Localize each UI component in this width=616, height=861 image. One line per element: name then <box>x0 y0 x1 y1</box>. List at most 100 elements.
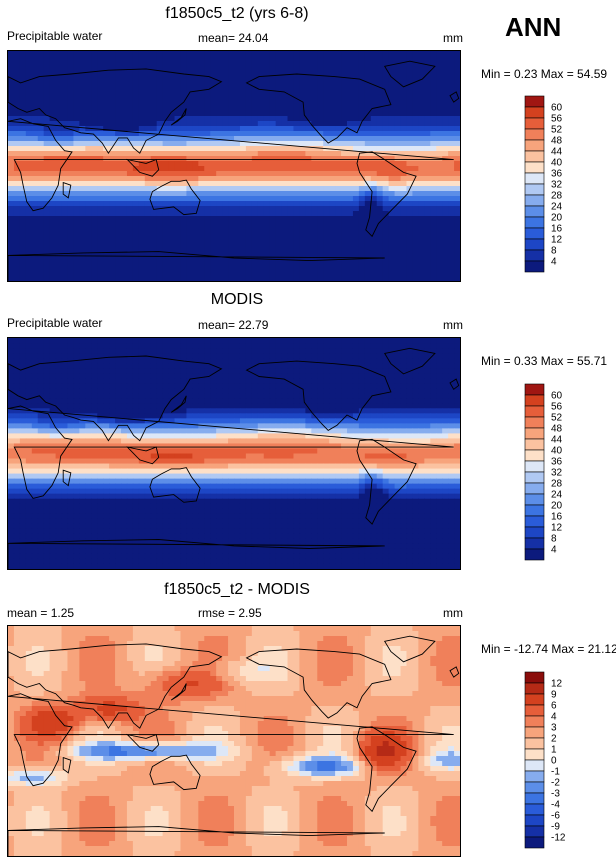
colorbar-tick-label: 2 <box>551 734 557 745</box>
colorbar-box <box>524 515 545 528</box>
colorbar-box <box>524 792 545 805</box>
colorbar-box <box>524 671 545 684</box>
panel-2-colorbar: 4 8 12 16 20 24 28 32 36 40 44 48 52 56 60 <box>524 383 563 564</box>
coastline <box>8 118 454 212</box>
colorbar-tick-label: -2 <box>551 778 560 789</box>
colorbar-tick-label: 32 <box>551 180 563 191</box>
colorbar-tick-label: 40 <box>551 446 563 457</box>
colorbar-tick-label: 20 <box>551 501 563 512</box>
colorbar-tick-label: 4 <box>551 545 557 556</box>
colorbar-box <box>524 471 545 484</box>
coastline <box>449 378 460 390</box>
panel-1-left-label: Precipitable water <box>7 29 103 43</box>
panel-1-map <box>7 50 461 282</box>
colorbar-box <box>524 449 545 462</box>
colorbar-box <box>524 216 545 229</box>
panel-2-map <box>7 337 461 570</box>
colorbar-box <box>524 460 545 473</box>
coastline <box>8 643 223 730</box>
panel-2-units: mm <box>443 318 463 332</box>
panel-1-units: mm <box>443 31 463 45</box>
colorbar-tick-label: -6 <box>551 811 560 822</box>
colorbar-box <box>524 128 545 141</box>
panel-2-mean: mean= 22.79 <box>198 318 269 332</box>
colorbar-tick-label: 24 <box>551 202 563 213</box>
coastline <box>8 405 454 499</box>
colorbar-box <box>524 150 545 163</box>
colorbar-box <box>524 493 545 506</box>
map-field <box>8 626 460 856</box>
colorbar-tick-label: 44 <box>551 147 563 158</box>
coastline <box>170 395 187 413</box>
colorbar-box <box>524 227 545 240</box>
colorbar-tick-label: 6 <box>551 701 557 712</box>
colorbar-box <box>524 836 545 849</box>
colorbar-tick-label: 32 <box>551 468 563 479</box>
colorbar-box <box>524 161 545 174</box>
season-label: ANN <box>505 12 562 42</box>
colorbar-box <box>524 537 545 550</box>
colorbar-tick-label: 52 <box>551 413 563 424</box>
map-field <box>8 338 460 569</box>
colorbar-tick-label: 9 <box>551 690 557 701</box>
coastline <box>8 251 385 281</box>
colorbar-box <box>524 383 545 396</box>
colorbar-tick-label: 20 <box>551 213 563 224</box>
panel-3-map-svg <box>8 626 460 856</box>
coastline <box>383 635 436 663</box>
colorbar-box <box>524 405 545 418</box>
colorbar-box <box>524 682 545 695</box>
colorbar-tick-label: -1 <box>551 767 560 778</box>
colorbar-box <box>524 438 545 451</box>
panel-3-mean: mean = 1.25 <box>7 606 75 620</box>
colorbar-box <box>524 715 545 728</box>
panel-3-map <box>7 625 461 857</box>
colorbar-box <box>524 814 545 827</box>
coastline <box>170 683 187 701</box>
colorbar-box <box>524 759 545 772</box>
colorbar-box <box>524 416 545 429</box>
colorbar-box <box>524 394 545 407</box>
panel-2-minmax: Min = 0.33 Max = 55.71 <box>481 354 608 368</box>
colorbar-box <box>524 194 545 207</box>
colorbar-tick-label: 8 <box>551 534 557 545</box>
colorbar-box <box>524 117 545 130</box>
colorbar-tick-label: 1 <box>551 745 557 756</box>
panel-1-colorbar: 4 8 12 16 20 24 28 32 36 40 44 48 52 56 60 <box>524 95 563 276</box>
panel-2-left-label: Precipitable water <box>7 316 103 330</box>
colorbar-box <box>524 825 545 838</box>
coastline <box>125 158 160 177</box>
colorbar-tick-label: 48 <box>551 136 563 147</box>
colorbar-box <box>524 172 545 185</box>
coastline <box>8 355 223 442</box>
coastline <box>449 91 460 103</box>
coastline <box>383 60 436 88</box>
colorbar-tick-label: 56 <box>551 402 563 413</box>
map-coastlines <box>8 635 460 856</box>
colorbar-tick-label: 40 <box>551 158 563 169</box>
coastline <box>356 151 417 238</box>
colorbar-box <box>524 95 545 108</box>
panel-2-map-svg <box>8 338 460 569</box>
colorbar-tick-label: 3 <box>551 723 557 734</box>
panel-3-rmse: rmse = 2.95 <box>198 606 262 620</box>
colorbar-tick-label: 0 <box>551 756 557 767</box>
colorbar-tick-label: -9 <box>551 822 560 833</box>
panel-1-map-svg <box>8 51 460 281</box>
colorbar-box <box>524 803 545 816</box>
colorbar-tick-label: 56 <box>551 114 563 125</box>
colorbar-tick-label: 24 <box>551 490 563 501</box>
colorbar-box <box>524 183 545 196</box>
colorbar-tick-label: 36 <box>551 169 563 180</box>
panel-3-minmax: Min = -12.74 Max = 21.12 <box>481 642 616 656</box>
colorbar-box <box>524 770 545 783</box>
colorbar-box <box>524 260 545 273</box>
colorbar-box <box>524 427 545 440</box>
colorbar-tick-label: 16 <box>551 224 563 235</box>
colorbar-tick-label: 12 <box>551 235 563 246</box>
coastline <box>8 693 454 787</box>
colorbar-box <box>524 249 545 262</box>
colorbar-tick-label: 60 <box>551 103 563 114</box>
panel-3-title: f1850c5_t2 - MODIS <box>164 581 310 598</box>
